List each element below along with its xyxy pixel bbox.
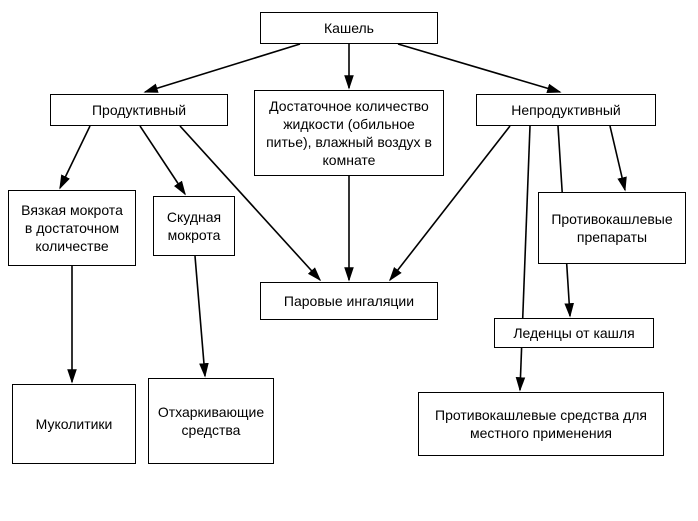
edge-root-to-productive — [145, 44, 300, 92]
edge-productive-to-viscous — [60, 126, 90, 188]
edge-productive-to-scanty — [140, 126, 185, 194]
node-steam: Паровые ингаляции — [260, 282, 438, 320]
node-mucolytics: Муколитики — [12, 384, 136, 464]
node-scanty: Скудная мокрота — [153, 196, 235, 256]
node-expectorant: Отхаркивающие средства — [148, 378, 274, 464]
node-productive: Продуктивный — [50, 94, 228, 126]
node-viscous: Вязкая мокрота в достаточном количестве — [8, 190, 136, 266]
node-antitussive: Противокашлевые препараты — [538, 192, 686, 264]
node-nonprod: Непродуктивный — [476, 94, 656, 126]
edge-scanty-to-expectorant — [195, 256, 205, 376]
edge-root-to-nonprod — [398, 44, 560, 92]
edge-nonprod-to-local — [520, 126, 530, 390]
node-lozenges: Леденцы от кашля — [494, 318, 654, 348]
node-fluids: Достаточное количество жидкости (обильно… — [254, 90, 444, 176]
edge-nonprod-to-antitussive — [610, 126, 625, 190]
node-local: Противокашлевые средства для местного пр… — [418, 392, 664, 456]
node-root: Кашель — [260, 12, 438, 44]
